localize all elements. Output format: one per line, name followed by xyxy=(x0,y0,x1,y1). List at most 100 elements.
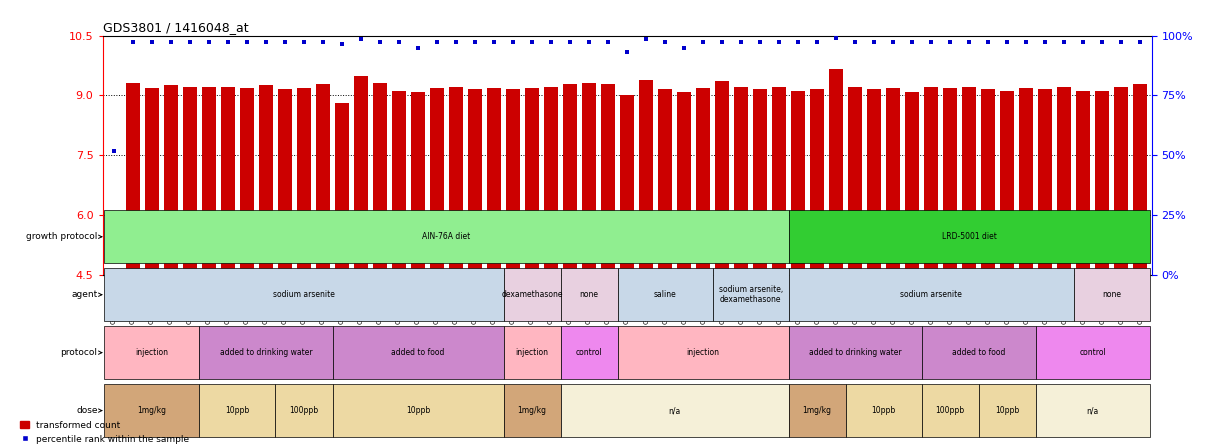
Bar xyxy=(145,88,159,275)
Bar xyxy=(848,87,862,275)
Bar xyxy=(277,89,292,275)
Text: 1mg/kg: 1mg/kg xyxy=(137,406,166,415)
Bar xyxy=(275,384,333,437)
Text: dose: dose xyxy=(76,406,98,415)
Text: injection: injection xyxy=(135,348,169,357)
Bar xyxy=(617,326,789,379)
Bar xyxy=(1036,384,1149,437)
Bar xyxy=(105,268,504,321)
Bar xyxy=(962,87,977,275)
Text: control: control xyxy=(1079,348,1106,357)
Bar xyxy=(677,92,691,275)
Text: 1mg/kg: 1mg/kg xyxy=(803,406,832,415)
Bar xyxy=(411,92,426,275)
Bar xyxy=(125,83,140,275)
Text: AIN-76A diet: AIN-76A diet xyxy=(422,232,470,241)
Bar xyxy=(504,384,561,437)
Text: dexamethasone: dexamethasone xyxy=(502,290,563,299)
Bar xyxy=(943,88,958,275)
Bar xyxy=(772,87,786,275)
Bar xyxy=(240,88,254,275)
Bar xyxy=(810,89,825,275)
Bar xyxy=(561,384,789,437)
Text: added to drinking water: added to drinking water xyxy=(219,348,312,357)
Bar xyxy=(544,87,558,275)
Text: n/a: n/a xyxy=(668,406,680,415)
Text: added to food: added to food xyxy=(952,348,1006,357)
Bar xyxy=(297,88,311,275)
Bar xyxy=(429,88,444,275)
Bar xyxy=(1058,87,1071,275)
Bar xyxy=(199,384,275,437)
Text: sodium arsenite,
dexamethasone: sodium arsenite, dexamethasone xyxy=(719,285,783,305)
Text: added to food: added to food xyxy=(392,348,445,357)
Bar xyxy=(906,92,919,275)
Bar xyxy=(1134,84,1147,275)
Bar xyxy=(105,210,789,263)
Text: sodium arsenite: sodium arsenite xyxy=(901,290,962,299)
Bar xyxy=(789,384,845,437)
Text: 10ppb: 10ppb xyxy=(995,406,1019,415)
Text: 1mg/kg: 1mg/kg xyxy=(517,406,546,415)
Bar xyxy=(105,384,199,437)
Bar xyxy=(561,268,617,321)
Bar xyxy=(829,69,843,275)
Bar xyxy=(1000,91,1014,275)
Bar xyxy=(789,326,921,379)
Bar xyxy=(487,88,502,275)
Text: agent: agent xyxy=(71,290,98,299)
Bar xyxy=(468,89,482,275)
Bar xyxy=(1095,91,1110,275)
Legend: transformed count, percentile rank within the sample: transformed count, percentile rank withi… xyxy=(17,417,193,444)
Bar xyxy=(201,87,216,275)
Bar xyxy=(164,85,178,275)
Text: 10ppb: 10ppb xyxy=(226,406,250,415)
Bar xyxy=(982,89,995,275)
Bar xyxy=(1076,91,1090,275)
Bar xyxy=(561,326,617,379)
Bar xyxy=(886,88,901,275)
Bar xyxy=(791,91,806,275)
Text: none: none xyxy=(580,290,598,299)
Text: GDS3801 / 1416048_at: GDS3801 / 1416048_at xyxy=(103,21,248,34)
Bar xyxy=(845,384,921,437)
Bar xyxy=(504,326,561,379)
Bar xyxy=(753,89,767,275)
Bar xyxy=(1019,88,1034,275)
Text: control: control xyxy=(575,348,603,357)
Bar xyxy=(582,83,596,275)
Text: sodium arsenite: sodium arsenite xyxy=(273,290,335,299)
Text: 100ppb: 100ppb xyxy=(936,406,965,415)
Text: injection: injection xyxy=(516,348,549,357)
Bar xyxy=(316,84,330,275)
Bar xyxy=(1073,268,1149,321)
Bar xyxy=(924,87,938,275)
Bar xyxy=(221,87,235,275)
Bar xyxy=(353,76,368,275)
Bar xyxy=(789,268,1073,321)
Bar xyxy=(107,269,121,275)
Bar xyxy=(259,85,273,275)
Bar xyxy=(335,103,349,275)
Bar xyxy=(979,384,1036,437)
Bar xyxy=(1114,87,1129,275)
Bar xyxy=(449,87,463,275)
Bar xyxy=(713,268,789,321)
Bar xyxy=(715,82,730,275)
Bar xyxy=(504,268,561,321)
Bar xyxy=(696,88,710,275)
Text: LRD-5001 diet: LRD-5001 diet xyxy=(942,232,996,241)
Text: growth protocol: growth protocol xyxy=(27,232,98,241)
Text: protocol: protocol xyxy=(60,348,98,357)
Text: added to drinking water: added to drinking water xyxy=(809,348,902,357)
Text: none: none xyxy=(1102,290,1122,299)
Bar xyxy=(601,84,615,275)
Bar xyxy=(392,91,406,275)
Bar xyxy=(617,268,713,321)
Bar xyxy=(183,87,197,275)
Bar xyxy=(789,210,1149,263)
Text: n/a: n/a xyxy=(1087,406,1099,415)
Text: 100ppb: 100ppb xyxy=(289,406,318,415)
Bar xyxy=(921,384,979,437)
Text: saline: saline xyxy=(654,290,677,299)
